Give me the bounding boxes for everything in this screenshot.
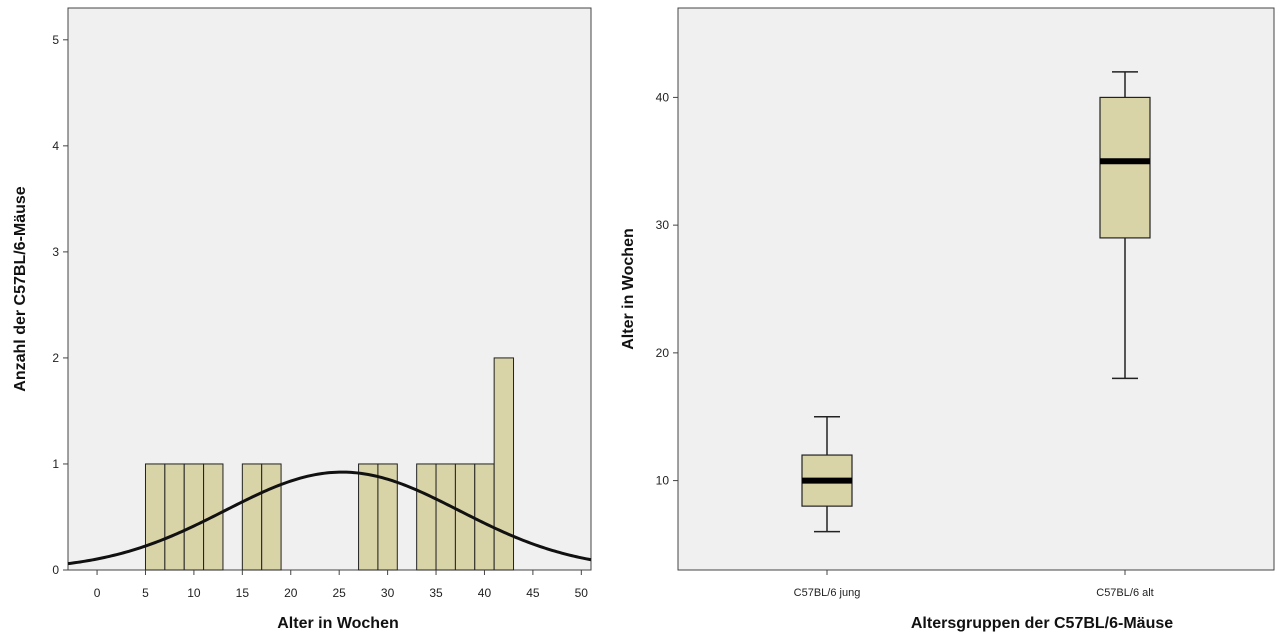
category-label: C57BL/6 jung [794,587,861,599]
histogram-bar [494,358,513,570]
category-label: C57BL/6 alt [1096,587,1153,599]
y-tick-label: 1 [52,457,59,471]
histogram-bar [165,464,184,570]
x-tick-label: 30 [381,586,395,600]
x-tick-label: 20 [284,586,298,600]
y-tick-label: 0 [52,563,59,577]
histogram-bar [359,464,378,570]
x-tick-label: 35 [429,586,443,600]
boxplot-x-ticks: C57BL/6 jung C57BL/6 alt [794,570,1154,599]
histogram-bar [184,464,203,570]
y-tick-label: 30 [656,218,670,232]
y-tick-label: 10 [656,474,670,488]
boxplot-y-ticks: 10 20 30 40 [656,90,678,487]
histogram-bar [242,464,261,570]
histogram-bar [262,464,281,570]
histogram-x-ticks: 0 5 10 15 20 25 30 35 40 45 50 [94,570,589,600]
box-iqr [1100,97,1150,238]
y-tick-label: 2 [52,351,59,365]
histogram-bar [417,464,436,570]
boxplot-chart: C57BL/6 jung C57BL/6 alt 10 20 30 40 Altersg… [620,8,1274,632]
histogram-x-axis-label: Alter in Wochen [277,615,399,632]
x-tick-label: 50 [575,586,589,600]
x-tick-label: 10 [187,586,201,600]
x-tick-label: 40 [478,586,492,600]
histogram-y-ticks: 0 1 2 3 4 5 [52,33,68,577]
boxplot-plot-area [678,8,1274,570]
histogram-bar [145,464,164,570]
boxplot-y-axis-label: Alter in Wochen [620,228,637,350]
x-tick-label: 15 [236,586,250,600]
histogram-y-axis-label: Anzahl der C57BL/6-Mäuse [12,186,29,391]
y-tick-label: 4 [52,139,59,153]
boxplot-x-axis-label: Altersgruppen der C57BL/6-Mäuse [911,615,1173,632]
y-tick-label: 40 [656,90,670,104]
y-tick-label: 3 [52,245,59,259]
x-tick-label: 45 [526,586,540,600]
x-tick-label: 5 [142,586,149,600]
histogram-bar [475,464,494,570]
x-tick-label: 25 [333,586,347,600]
y-tick-label: 20 [656,346,670,360]
x-tick-label: 0 [94,586,101,600]
y-tick-label: 5 [52,33,59,47]
histogram-bar [436,464,455,570]
